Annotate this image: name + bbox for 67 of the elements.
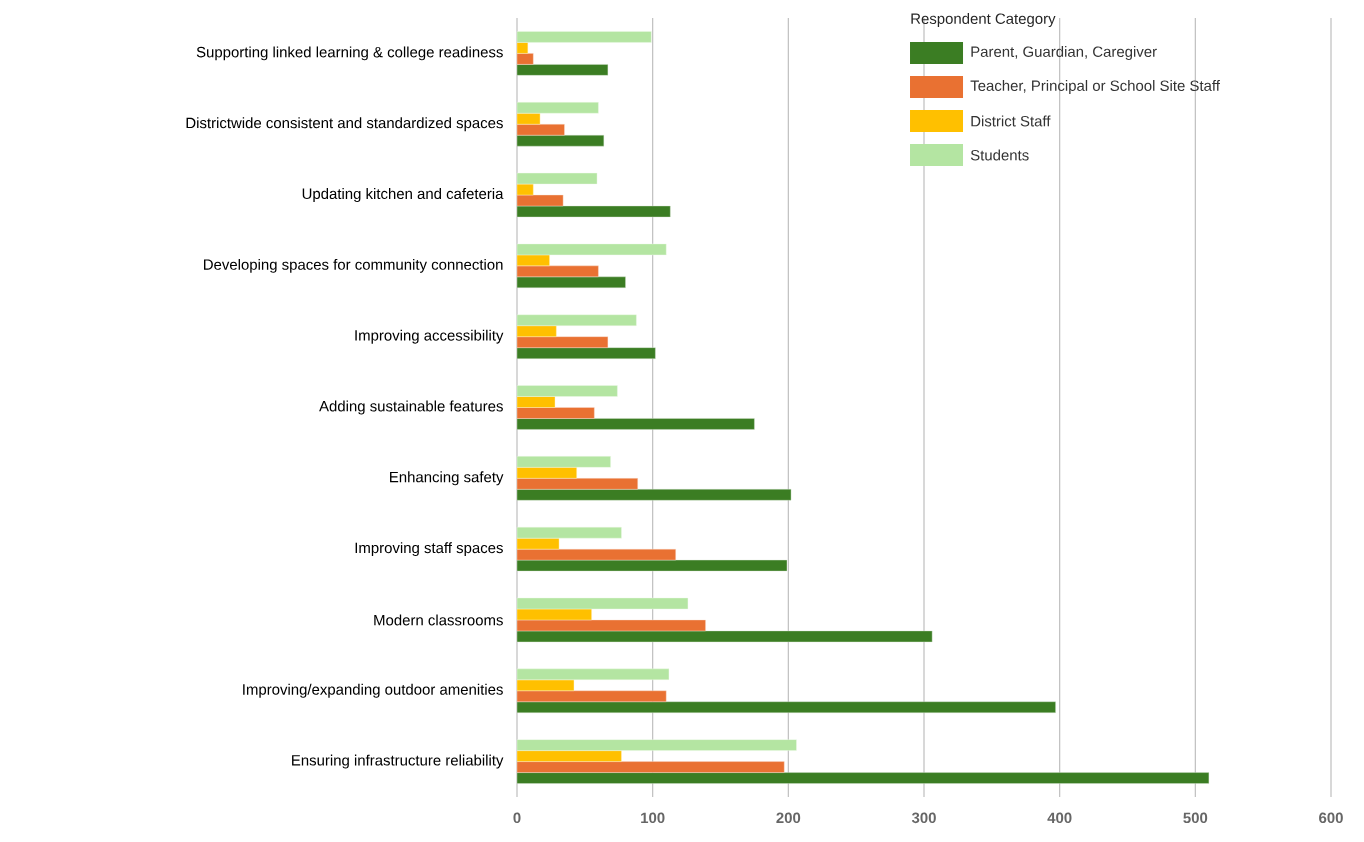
bar [516,53,534,65]
x-tick-label: 600 [1319,812,1343,824]
legend-label: District Staff [971,115,1051,127]
bar [516,537,560,550]
legend-label: Teacher, Principal or School Site Staff [970,80,1220,94]
bar [516,619,706,632]
x-tick-label: 200 [776,812,801,824]
bar [516,690,667,702]
bar [516,314,637,326]
bar [516,64,609,76]
bar [516,559,788,572]
bar [516,396,556,408]
x-tick-label: 100 [641,812,665,824]
bar [516,183,534,196]
y-tick-label: Modern classrooms [374,614,503,626]
bar [516,630,933,643]
bar [516,135,605,147]
bar [516,739,797,751]
bar [516,418,755,430]
bar [516,478,638,490]
bar [516,336,609,348]
bar [516,548,676,561]
bar [516,750,622,762]
bar [516,42,529,54]
bar [516,456,611,468]
bar [516,489,792,501]
x-tick-label: 0 [513,812,521,824]
bar [516,761,785,773]
bar [516,597,689,610]
bar [516,254,550,267]
y-tick-label: Supporting linked learning & college readiness [196,46,503,61]
y-tick-label: Updating kitchen and cafeteria [302,188,504,202]
bar [516,124,565,136]
bar [516,407,595,419]
y-tick-label: Adding sustainable features [319,400,503,415]
y-tick-label: Districtwide consistent and standardized spaces [186,117,503,132]
bar [516,276,626,289]
y-tick-label: Developing spaces for community connection [204,258,503,273]
bar [516,385,618,397]
bar [516,102,599,114]
bar [516,467,577,479]
bar [516,265,599,278]
bar [516,243,667,256]
legend-title: Respondent Category [911,13,1056,27]
bar [516,194,564,207]
bar [516,526,622,539]
bar [516,31,652,43]
bar [516,668,670,680]
bar [516,347,656,359]
legend-label: Parent, Guardian, Caregiver [971,46,1157,60]
bar [516,172,598,185]
bar [516,701,1056,713]
y-tick-label: Enhancing safety [390,471,504,486]
y-tick-label: Improving staff spaces [355,542,503,557]
x-tick-label: 300 [911,812,936,824]
bar [516,772,1210,784]
bar [516,325,557,337]
y-tick-label: Improving accessibility [355,329,504,344]
bar [516,608,592,621]
y-tick-label: Ensuring infrastructure reliability [292,754,504,769]
x-tick-label: 500 [1183,812,1208,824]
y-tick-label: Improving/expanding outdoor amenities [243,683,503,698]
x-tick-label: 400 [1047,812,1072,824]
bar [516,205,671,218]
bar [516,113,541,125]
legend-label: Students [970,149,1029,161]
bar [516,679,575,691]
